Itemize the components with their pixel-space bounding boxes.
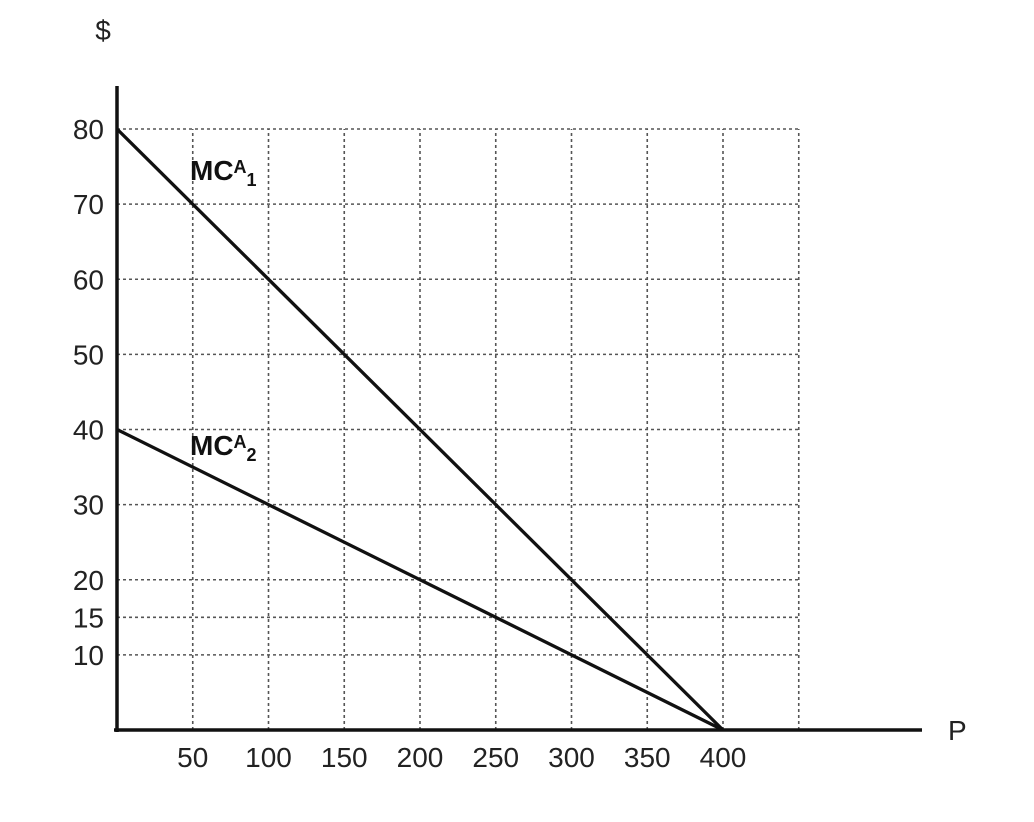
y-tick-label: 30 (73, 490, 104, 521)
series-labels: MCA1 MCA2 (190, 155, 257, 465)
x-axis-title: P (948, 715, 967, 746)
x-tick-label: 150 (321, 742, 368, 773)
y-tick-label: 70 (73, 189, 104, 220)
axes (114, 86, 922, 732)
series-line-mca2 (116, 428, 724, 732)
series-line-mca1 (115, 127, 725, 732)
x-tick-label: 350 (624, 742, 671, 773)
x-tick-label: 400 (700, 742, 747, 773)
y-tick-label: 10 (73, 640, 104, 671)
y-axis-title: $ (95, 15, 111, 46)
y-tick-label: 15 (73, 602, 104, 633)
x-tick-label: 300 (548, 742, 595, 773)
x-tick-label: 100 (245, 742, 292, 773)
y-tick-label: 20 (73, 565, 104, 596)
tick-labels: 50 100 150 200 250 300 350 400 10 15 20 30 40 50 60 70 8… (73, 114, 747, 773)
y-tick-label: 40 (73, 415, 104, 446)
y-tick-label: 80 (73, 114, 104, 145)
x-tick-label: 200 (397, 742, 444, 773)
series-lines (115, 127, 725, 732)
y-tick-label: 60 (73, 264, 104, 295)
series-label-mca1: MCA1 (190, 155, 257, 190)
series-label-mca2: MCA2 (190, 430, 257, 465)
x-tick-label: 50 (177, 742, 208, 773)
y-tick-label: 50 (73, 339, 104, 370)
x-tick-label: 250 (472, 742, 519, 773)
